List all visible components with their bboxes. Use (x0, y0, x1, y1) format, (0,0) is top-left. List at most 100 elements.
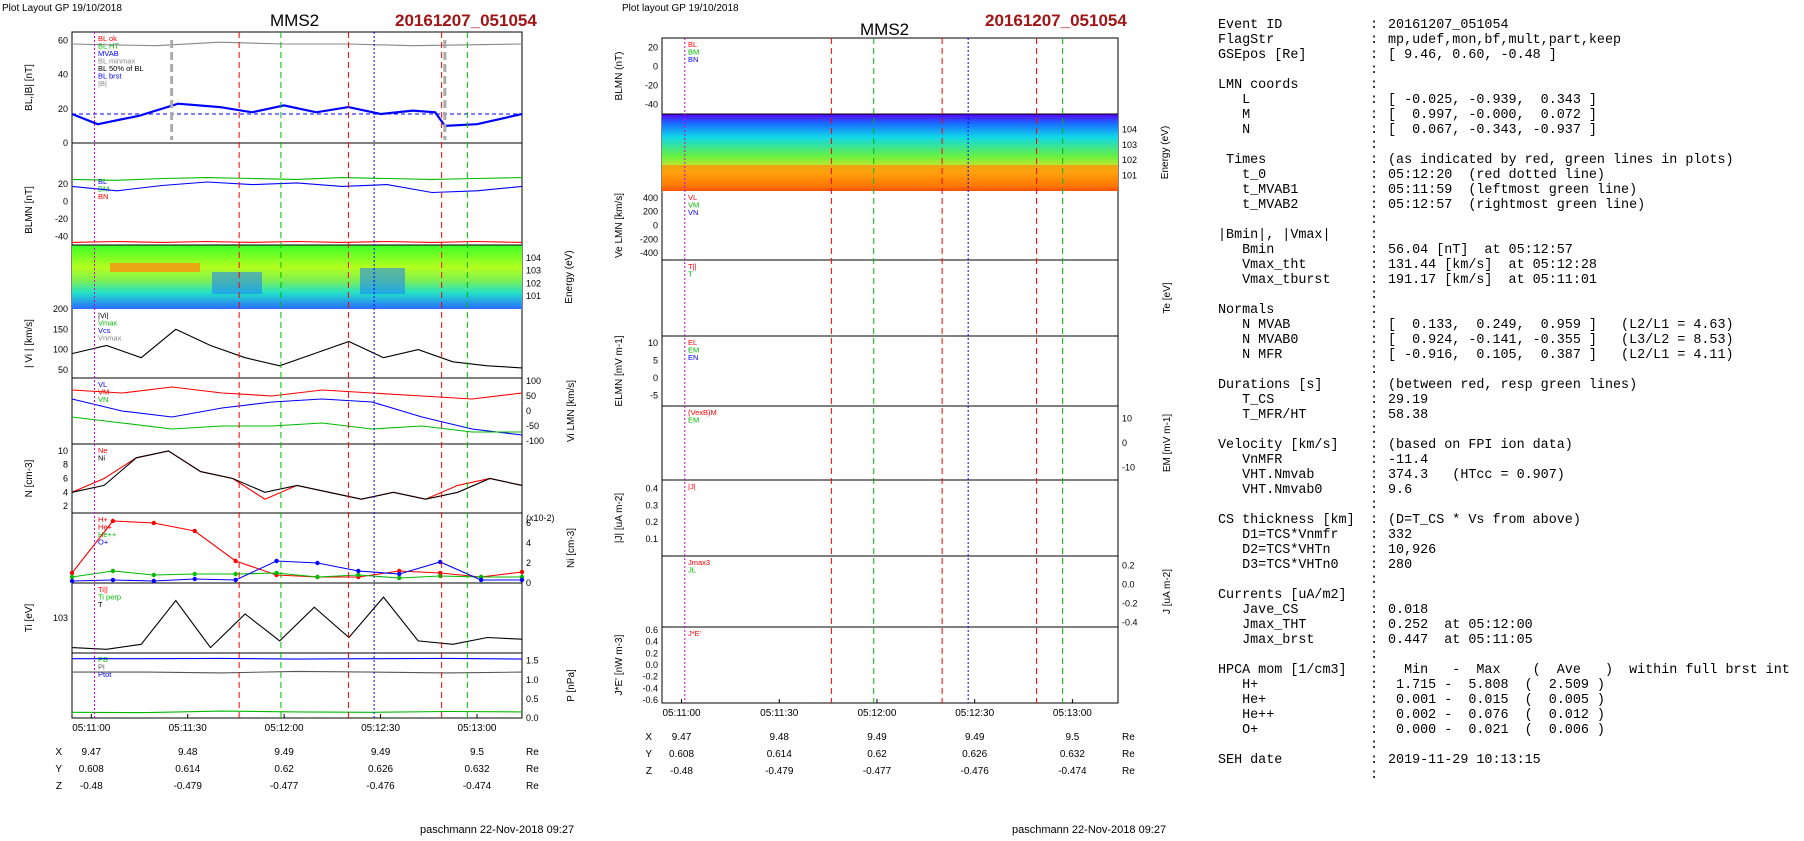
summary-row: FlagStr: mp,udef,mon,bf,mult,part,keep (1218, 33, 1800, 48)
legend-entry: Vnmax (98, 334, 122, 343)
y-tick-label: 0 (653, 373, 658, 383)
legend-entry: O+ (98, 538, 109, 547)
legend-entry: JL (688, 566, 696, 575)
summary-value: 2019-11-29 10:13:15 (1388, 753, 1541, 768)
summary-value: (D=T_CS * Vs from above) (1388, 513, 1581, 528)
summary-row: Bmin:56.04 [nT] at 05:12:57 (1218, 243, 1800, 258)
y-tick-label: 2 (526, 558, 531, 568)
summary-colon: : (1370, 228, 1379, 243)
summary-key: Event ID (1218, 18, 1283, 33)
y-tick-label: -0.4 (1122, 617, 1138, 627)
series-line-ne (71, 450, 523, 500)
figure-canvas: Plot Layout GP 19/10/2018 Plot layout GP… (2, 3, 1173, 836)
y-axis-label: Ve LMN [km/s] (614, 193, 625, 258)
y-tick-label: 0.1 (645, 534, 658, 544)
summary-row: Jmax_brst:0.447 at 05:11:05 (1218, 633, 1800, 648)
pos-unit: Re (1122, 732, 1135, 743)
summary-row: D3=TCS*VHTn0:280 (1218, 558, 1800, 573)
summary-value: 0.000 - 0.021 ( 0.006 ) (1388, 723, 1605, 738)
y-tick-label: 1.0 (526, 675, 539, 685)
legend-entry: PB (98, 655, 108, 664)
summary-key: VHT.Nmvab0 (1218, 483, 1323, 498)
series-line-ni (71, 450, 523, 500)
y-tick-label: -10 (1122, 463, 1135, 473)
summary-colon: : (1370, 378, 1379, 393)
series-point (192, 528, 197, 534)
summary-row: |Bmin|, |Vmax|: (1218, 228, 1800, 243)
summary-key (1218, 423, 1370, 438)
series-point (110, 518, 116, 524)
summary-key: Vmax_tburst (1218, 273, 1331, 288)
pos-unit: Re (526, 747, 539, 758)
series-line-bm (71, 177, 523, 181)
summary-key (1218, 768, 1370, 783)
summary-colon: : (1370, 108, 1379, 123)
summary-colon: : (1370, 573, 1379, 588)
y-tick-label: 0 (653, 62, 658, 72)
legend-entry: BL minmax (98, 57, 135, 66)
heatmap-tick: 103 (526, 266, 541, 276)
pos-value: 9.5 (470, 747, 484, 758)
y-axis-label: ELMN [mV m-1] (614, 335, 625, 406)
summary-colon: : (1370, 213, 1379, 228)
pos-value: 9.49 (371, 747, 391, 758)
pos-unit: Re (526, 764, 539, 775)
y-tick-label: 0.2 (645, 648, 658, 658)
legend-entry: EM (688, 416, 699, 425)
y-tick-label: 0.0 (526, 713, 539, 723)
left-position-table: X 9.47 9.48 9.49 9.49 9.5 Re Y 0.608 0.614 0.62 0.6… (55, 747, 539, 792)
summary-key: t_0 (1218, 168, 1267, 183)
summary-row: VHT.Nmvab:374.3 (HTcc = 0.907) (1218, 468, 1800, 483)
legend-entry: MVAB (98, 49, 119, 58)
pos-value: -0.48 (670, 766, 693, 777)
y-tick-label: 50 (58, 365, 68, 375)
summary-row: D2=TCS*VHTn:10,926 (1218, 543, 1800, 558)
y-axis-label: Vi LMN [km/s] (566, 380, 577, 442)
x-tick-label: 05:11:30 (169, 723, 208, 734)
left-footer: paschmann 22-Nov-2018 09:27 (420, 824, 574, 836)
summary-row: Times: (as indicated by red, green lines … (1218, 153, 1800, 168)
summary-row: VnMFR: -11.4 (1218, 453, 1800, 468)
summary-value: 05:11:59 (leftmost green line) (1388, 183, 1638, 198)
summary-colon: : (1370, 288, 1379, 303)
legend-entry: VM (688, 201, 699, 210)
summary-value: 332 (1388, 528, 1413, 543)
legend-entry: Jmax3 (688, 558, 710, 567)
summary-value: 374.3 (HTcc = 0.907) (1388, 468, 1565, 483)
pos-value: 9.47 (82, 747, 102, 758)
summary-value: 9.6 (1388, 483, 1413, 498)
legend-entry: Ne (98, 446, 108, 455)
summary-value: [ 0.067, -0.343, -0.937 ] (1388, 123, 1597, 138)
series-line--b- (71, 41, 523, 47)
pos-value: 9.49 (274, 747, 294, 758)
pos-value: 0.626 (962, 749, 987, 760)
left-plot-note: Plot Layout GP 19/10/2018 (2, 3, 122, 14)
summary-colon: : (1370, 423, 1379, 438)
series-point (397, 575, 402, 581)
legend-entry: BN (98, 192, 108, 201)
pos-value: 0.614 (767, 749, 792, 760)
heatmap-tick: 104 (1122, 124, 1137, 134)
series-point (192, 576, 197, 582)
summary-row: VHT.Nmvab0:9.6 (1218, 483, 1800, 498)
y-tick-label: 200 (643, 207, 658, 217)
y-tick-label: 100 (53, 345, 68, 355)
summary-key: N MVAB (1218, 318, 1291, 333)
summary-value: 0.018 (1388, 603, 1429, 618)
y-axis-label: Te [eV] (1162, 282, 1173, 313)
summary-colon: : (1370, 198, 1379, 213)
summary-row: N MFR: [ -0.916, 0.105, 0.387 ] (L2/L1 = … (1218, 348, 1800, 363)
series-line-bn (71, 240, 523, 243)
legend-entry: T|| (688, 262, 697, 271)
summary-row: T_MFR/HT:58.38 (1218, 408, 1800, 423)
summary-key: H+ (1218, 678, 1259, 693)
series-point (519, 569, 525, 575)
summary-key: |Bmin|, |Vmax| (1218, 228, 1331, 243)
summary-key: Velocity [km/s] (1218, 438, 1339, 453)
summary-row: : (1218, 423, 1800, 438)
summary-value: [ 9.46, 0.60, -0.48 ] (1388, 48, 1557, 63)
